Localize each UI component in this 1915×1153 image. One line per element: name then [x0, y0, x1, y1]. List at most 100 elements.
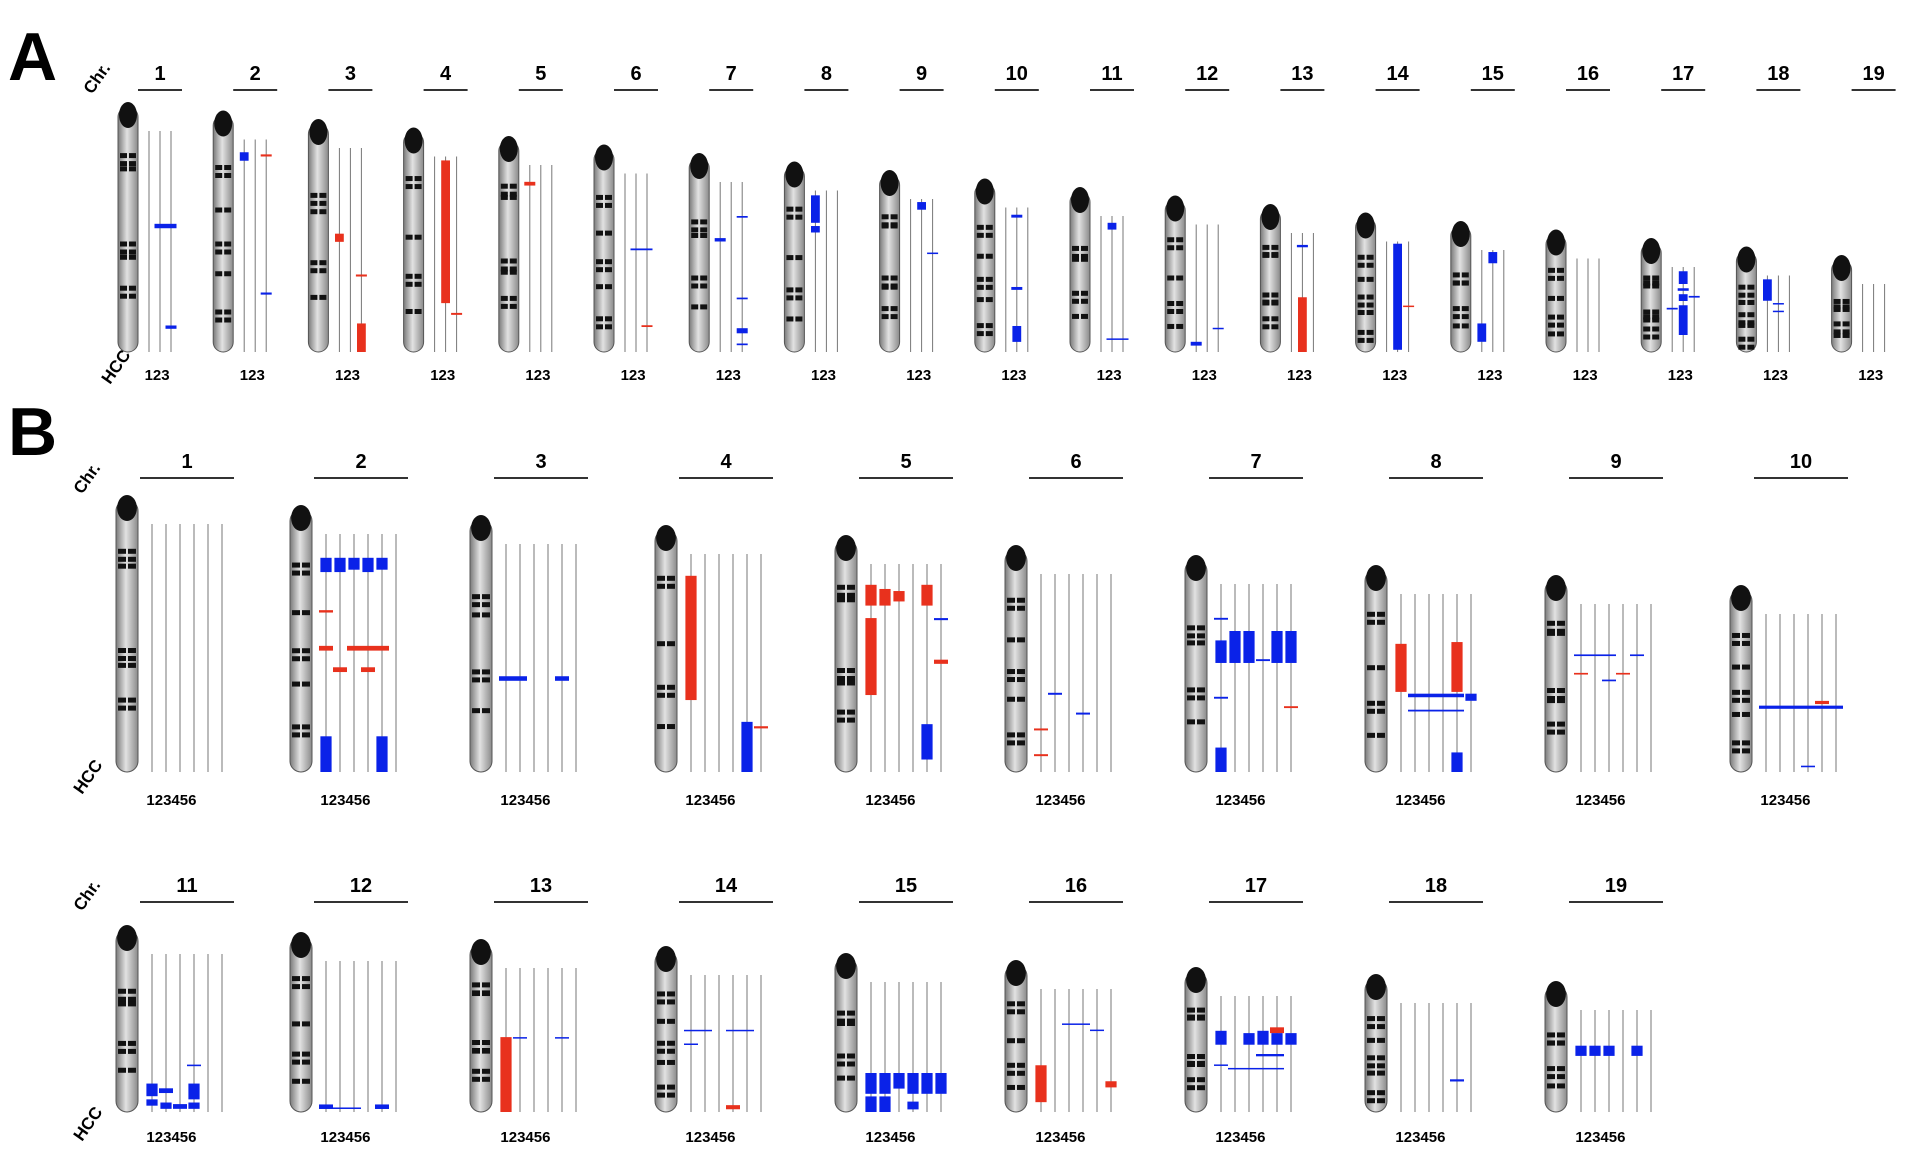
loss-segment: [1048, 692, 1062, 695]
band-mark: [847, 1010, 855, 1016]
band-mark: [700, 233, 708, 238]
chromosome-7-body: [1184, 559, 1208, 773]
band-mark: [1017, 1001, 1025, 1007]
band-mark: [224, 173, 232, 178]
band-mark: [1197, 719, 1205, 725]
band-mark: [1367, 1024, 1375, 1030]
chromosome-3-unit: 3 123456: [469, 451, 588, 809]
panel-a-chromosomes: 1 123 2 123 3 123 4 123 5 123 6 123 7 123 8 123 9 123 10 12…: [117, 63, 1896, 384]
loss-segment: [1090, 1029, 1104, 1032]
band-mark: [1367, 1070, 1375, 1076]
loss-segment: [1243, 631, 1255, 663]
sample-number-labels: 123456: [685, 792, 735, 809]
band-mark: [129, 161, 136, 167]
loss-segment: [320, 557, 332, 573]
sample-number-labels: 123: [1477, 367, 1502, 384]
band-mark: [1167, 237, 1175, 243]
loss-segment: [334, 557, 346, 573]
chromosome-1-body: [117, 106, 139, 353]
band-mark: [1738, 312, 1746, 318]
sample-number-labels: 123: [240, 367, 265, 384]
loss-segment: [684, 1043, 698, 1045]
chromosome-number-label: 7: [726, 63, 737, 85]
loss-segment: [165, 325, 177, 329]
chromosome-6-body: [1004, 549, 1028, 773]
band-mark: [1377, 1070, 1385, 1076]
loss-segment: [319, 1104, 333, 1109]
panel-b-row2-chr-label: Chr.: [70, 876, 105, 914]
band-mark: [1197, 1007, 1205, 1013]
band-mark: [847, 680, 855, 686]
sample-number-labels: 123456: [1215, 792, 1265, 809]
band-mark: [1007, 1009, 1015, 1015]
band-mark: [1367, 1037, 1375, 1043]
band-mark: [310, 200, 318, 206]
band-mark: [1367, 1098, 1375, 1104]
sample-number-labels: 123: [716, 367, 741, 384]
band-mark: [500, 269, 508, 275]
band-mark: [1197, 695, 1205, 701]
band-mark: [414, 176, 422, 182]
band-mark: [128, 563, 136, 569]
band-mark: [1271, 316, 1279, 322]
band-mark: [1017, 1038, 1025, 1044]
band-mark: [1017, 696, 1025, 702]
band-mark: [605, 316, 612, 322]
band-mark: [319, 294, 327, 300]
band-mark: [1643, 275, 1651, 281]
band-mark: [128, 556, 136, 562]
band-mark: [292, 648, 300, 654]
band-mark: [292, 1051, 300, 1057]
band-mark: [1377, 1055, 1385, 1061]
band-mark: [1557, 275, 1564, 281]
gain-segment: [357, 323, 366, 352]
chromosome-number-label: 17: [1245, 875, 1267, 897]
chromosome-number-label: 6: [1070, 451, 1081, 473]
gain-segment: [361, 645, 375, 651]
chromosome-4-centromere: [656, 525, 676, 551]
band-mark: [1367, 611, 1375, 617]
band-mark: [847, 597, 855, 603]
band-mark: [302, 984, 310, 990]
chromosome-3-unit: 3 123: [307, 63, 373, 384]
loss-segment: [1488, 252, 1498, 264]
band-mark: [509, 258, 517, 264]
band-mark: [786, 287, 794, 293]
band-mark: [596, 267, 603, 273]
chromosome-4-body: [403, 132, 425, 353]
band-mark: [1738, 292, 1746, 298]
band-mark: [1461, 306, 1469, 312]
band-mark: [224, 165, 232, 170]
band-mark: [1007, 696, 1015, 702]
sample-number-labels: 123: [1382, 367, 1407, 384]
band-mark: [1377, 665, 1385, 671]
band-mark: [472, 669, 480, 675]
band-mark: [128, 656, 136, 661]
loss-segment: [1228, 1067, 1242, 1070]
loss-segment: [865, 1096, 877, 1112]
band-mark: [1357, 262, 1365, 268]
band-mark: [1072, 290, 1079, 296]
band-mark: [1197, 687, 1205, 693]
loss-segment: [811, 195, 820, 223]
band-mark: [1357, 276, 1365, 282]
chromosome-number-label: 16: [1065, 875, 1087, 897]
band-mark: [667, 1059, 675, 1065]
band-mark: [120, 254, 127, 260]
band-mark: [1833, 298, 1841, 304]
band-mark: [795, 287, 803, 293]
band-mark: [1732, 689, 1740, 695]
band-mark: [890, 214, 898, 220]
band-mark: [605, 324, 612, 330]
band-mark: [1197, 640, 1205, 646]
chromosome-4-centromere: [404, 127, 423, 154]
loss-segment: [146, 1083, 158, 1097]
loss-segment: [1678, 294, 1688, 301]
band-mark: [302, 570, 310, 576]
band-mark: [1017, 1062, 1025, 1068]
band-mark: [1187, 1007, 1195, 1013]
band-mark: [837, 1021, 845, 1026]
band-mark: [1738, 299, 1746, 305]
band-mark: [657, 1084, 665, 1090]
band-mark: [1377, 732, 1385, 738]
